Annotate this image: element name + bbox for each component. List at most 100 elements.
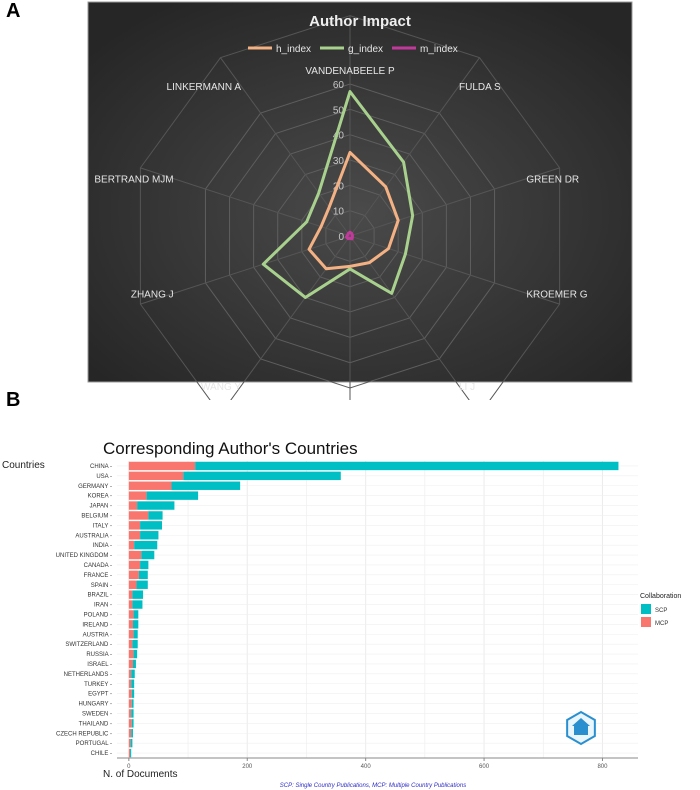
bar-x-tick-label: 0: [127, 764, 131, 770]
bar-mcp-australia: [128, 531, 141, 540]
bar-x-tick-label: 800: [597, 764, 608, 770]
bar-mcp-thailand: [128, 719, 132, 728]
radar-tick-label: 50: [333, 105, 345, 116]
bar-scp-sweden: [131, 709, 134, 718]
bar-category-label: AUSTRALIA -: [75, 533, 112, 539]
bar-mcp-germany: [128, 481, 172, 490]
radar-axis-label-green-dr: GREEN DR: [526, 175, 579, 186]
bar-scp-australia: [140, 531, 159, 540]
bar-x-axis-title: N. of Documents: [103, 769, 177, 780]
bar-category-label: USA -: [96, 474, 112, 480]
bar-mcp-portugal: [128, 738, 131, 748]
bar-category-label: SWEDEN -: [82, 711, 112, 717]
bar-category-label: RUSSIA -: [86, 652, 112, 658]
bar-scp-japan: [137, 501, 175, 510]
bar-scp-russia: [133, 649, 138, 659]
bar-category-label: HUNGARY -: [79, 702, 112, 708]
radar-tick-label: 30: [333, 156, 345, 167]
bar-category-label: TURKEY -: [84, 682, 112, 688]
bar-mcp-india: [128, 540, 135, 550]
radar-spoke: [349, 57, 480, 237]
bar-category-label: CZECH REPUBLIC -: [56, 731, 112, 737]
radar-outer-ring: [139, 15, 561, 400]
bar-category-label: CANADA -: [84, 563, 112, 569]
radar-chart: 0 10 20 30 40 50 60 VANDENABEELE P FULDA S GREEN …: [87, 1, 633, 400]
bar-category-label: EGYPT -: [88, 692, 112, 698]
radar-spoke: [349, 235, 470, 400]
bar-scp-france: [138, 570, 148, 580]
bar-legend-title: Collaboration: [640, 593, 681, 600]
radar-spoke: [140, 235, 351, 305]
panel-label-a: A: [6, 0, 21, 22]
bar-category-label: ISRAEL -: [87, 662, 112, 668]
bar-scp-iran: [132, 600, 143, 609]
radar-spoke: [230, 235, 351, 400]
bar-category-label: NETHERLANDS -: [64, 672, 112, 678]
radar-legend-label: g_index: [348, 44, 383, 55]
bar-mcp-israel: [128, 659, 133, 669]
bar-category-label: PORTUGAL -: [76, 741, 112, 747]
logo-roof-shape: [572, 718, 590, 726]
bar-category-label: AUSTRIA -: [83, 632, 112, 638]
bar-mcp-poland: [128, 610, 134, 619]
bar-scp-chile: [130, 748, 132, 758]
radar-title: Author Impact: [309, 13, 411, 30]
radar-axis-label-fulda-s: FULDA S: [459, 82, 501, 93]
bar-mcp-ireland: [128, 620, 133, 629]
bar-scp-brazil: [132, 590, 144, 599]
radar-series-g-index: [261, 90, 415, 299]
bar-scp-turkey: [131, 679, 135, 688]
bar-category-label: SWITZERLAND -: [65, 642, 112, 648]
bar-mcp-turkey: [128, 679, 132, 688]
bar-category-label: SPAIN -: [91, 583, 112, 589]
radar-tick-label: 20: [333, 181, 345, 192]
bar-category-label: POLAND -: [84, 612, 112, 618]
bar-category-label: THAILAND -: [79, 721, 112, 727]
bar-mcp-russia: [128, 649, 134, 659]
bar-category-label: KOREA -: [88, 494, 112, 500]
bar-mcp-france: [128, 570, 139, 580]
bar-mcp-united-kingdom: [128, 550, 142, 560]
bar-category-label: JAPAN -: [89, 504, 112, 510]
bar-category-label: UNITED KINGDOM -: [56, 553, 112, 559]
panel-label-b: B: [6, 389, 21, 411]
bar-scp-usa: [183, 471, 341, 481]
radar-spoke: [140, 167, 351, 237]
radar-axis-label-wang-y: WANG Y: [201, 382, 241, 393]
bar-category-label: IRAN -: [94, 603, 112, 609]
bar-scp-spain: [136, 580, 148, 589]
radar-series-h-index: [307, 150, 400, 271]
bar-mcp-iran: [128, 600, 133, 609]
bar-scp-portugal: [130, 738, 133, 748]
bar-scp-switzerland: [132, 639, 138, 649]
radar-axis-label-li-j: LI J: [459, 382, 475, 393]
bar-mcp-egypt: [128, 689, 132, 698]
bar-mcp-sweden: [128, 709, 132, 718]
bar-scp-belgium: [148, 511, 163, 520]
bar-scp-canada: [140, 560, 149, 570]
bar-y-axis-title: Countries: [2, 460, 45, 471]
bar-mcp-italy: [128, 521, 141, 530]
bar-category-label: CHINA -: [90, 464, 112, 470]
bar-mcp-belgium: [128, 511, 149, 520]
bar-category-label: INDIA -: [93, 543, 112, 549]
bar-category-label: ITALY -: [93, 523, 112, 529]
bar-category-label: IRELAND -: [82, 622, 112, 628]
bar-mcp-chile: [128, 748, 131, 758]
bar-scp-italy: [140, 521, 162, 530]
bar-mcp-korea: [128, 491, 147, 500]
bar-title: Corresponding Author's Countries: [103, 439, 358, 458]
bar-scp-thailand: [131, 719, 134, 728]
bar-x-tick-label: 600: [479, 764, 490, 770]
radar-tick-label: 60: [333, 80, 345, 91]
bar-scp-india: [134, 540, 158, 550]
bar-mcp-china: [128, 461, 196, 471]
bar-scp-united-kingdom: [141, 550, 155, 560]
bar-legend-swatch-mcp: [641, 617, 651, 627]
bar-mcp-canada: [128, 560, 141, 570]
bar-scp-austria: [133, 630, 138, 639]
bar-mcp-usa: [128, 471, 184, 481]
logo-inner-shape: [574, 726, 588, 735]
bar-category-label: BRAZIL -: [88, 593, 112, 599]
